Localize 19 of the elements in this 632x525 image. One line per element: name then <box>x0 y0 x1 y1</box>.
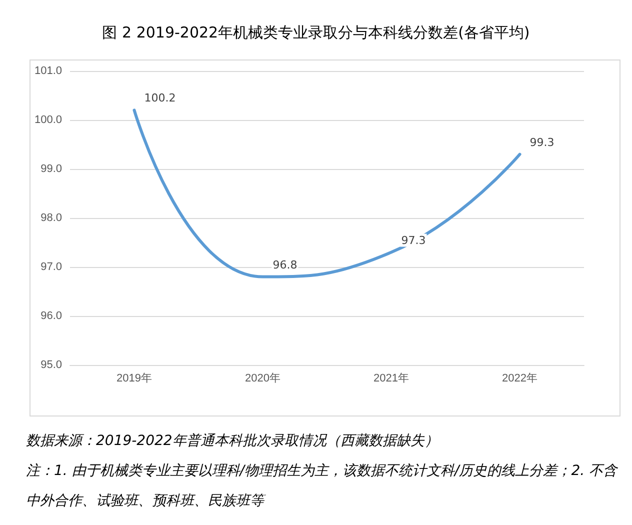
x-tick-label: 2020年 <box>245 372 280 384</box>
y-tick-label: 101.0 <box>34 65 62 77</box>
x-tick-label: 2019年 <box>116 372 152 384</box>
text: 注：1. 由于机械类专业主要以理科/物理招生为主，该数据不统计文科/历史的线上分差；2. 不含中外合作、试验班、预科班、民族班等 <box>26 463 620 509</box>
data-label: 99.3 <box>530 136 554 149</box>
y-tick-label: 96.0 <box>40 310 62 322</box>
y-tick-label: 98.0 <box>40 212 62 224</box>
source-note: 数据来源：2019-2022年普通本科批次录取情况（西藏数据缺失） <box>26 432 438 449</box>
data-label: 96.8 <box>272 258 298 272</box>
x-tick-label: 2021年 <box>374 372 409 384</box>
line-series <box>132 108 522 278</box>
chart-title: 图 2 2019-2022年机械类专业录取分与本科线分数差(各省平均) <box>102 24 530 42</box>
data-label: 100.2 <box>144 92 176 105</box>
data-label: 97.3 <box>401 234 426 247</box>
y-tick-label: 97.0 <box>40 261 62 273</box>
y-tick-label: 95.0 <box>40 359 62 371</box>
y-tick-label: 100.0 <box>34 114 62 126</box>
y-tick-label: 99.0 <box>40 163 62 175</box>
x-tick-label: 2022年 <box>502 372 538 384</box>
